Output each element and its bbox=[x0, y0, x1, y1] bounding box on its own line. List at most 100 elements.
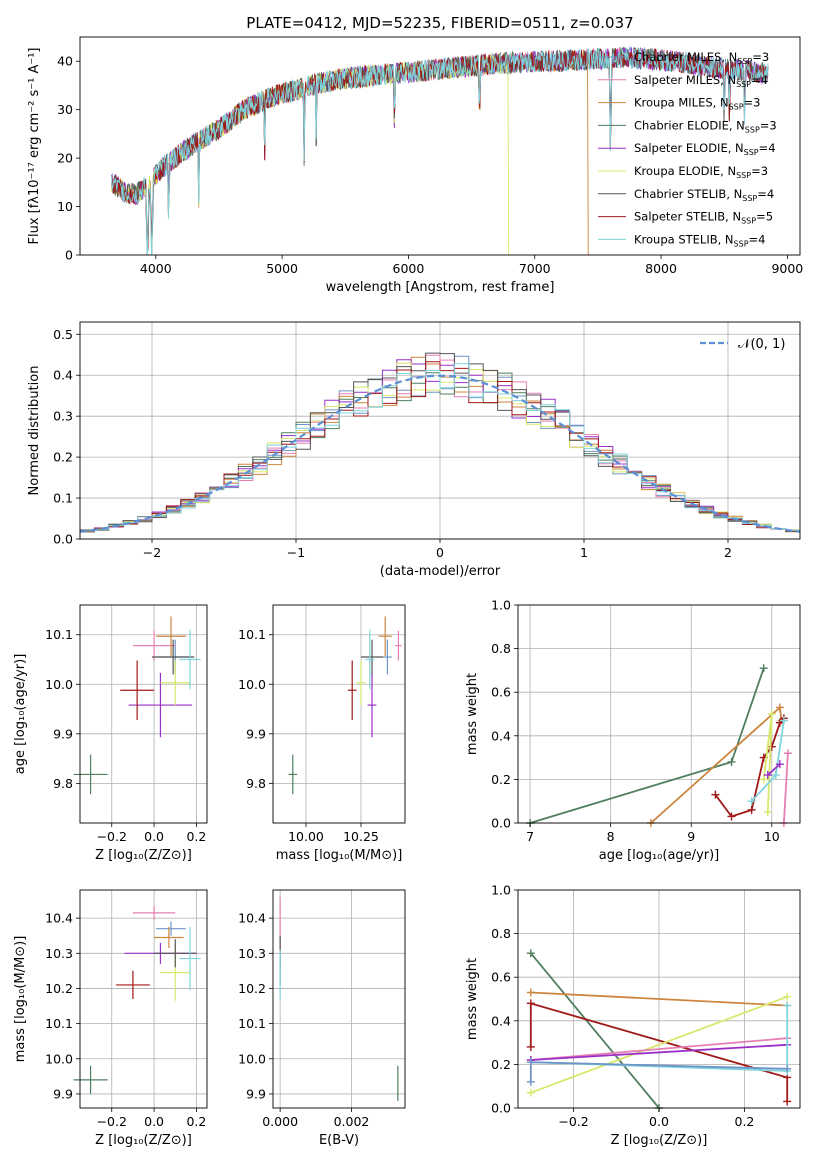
x-tick-label: 1 bbox=[580, 545, 588, 560]
weight-line-kroupa-miles bbox=[530, 991, 788, 1007]
legend-n: =4 bbox=[757, 187, 774, 201]
spectrum-legend: Chabrier MILES, NSSP=3 Salpeter MILES, NS… bbox=[598, 50, 777, 248]
legend-n: =3 bbox=[744, 96, 761, 110]
y-tick-label: 0.8 bbox=[491, 641, 511, 656]
legend-label: Salpeter ELODIE, NSSP=4 bbox=[634, 141, 776, 157]
gaussian-legend-label: 𝒩(0, 1) bbox=[738, 337, 785, 352]
weight-marker-chabrier-miles bbox=[526, 1077, 535, 1086]
weight-marker-salpeter-stelib bbox=[775, 718, 784, 727]
legend-subscript: SSP bbox=[736, 80, 751, 89]
legend-subscript: SSP bbox=[741, 217, 756, 226]
legend-n: =4 bbox=[751, 73, 768, 87]
x-tick-label: −0.2 bbox=[97, 829, 127, 844]
x-axis-label: (data-model)/error bbox=[380, 564, 501, 579]
legend-n: =3 bbox=[760, 118, 777, 132]
y-axis-label: Flux [fλ10⁻¹⁷ erg cm⁻² s⁻¹ A⁻¹] bbox=[27, 48, 42, 245]
x-tick-label: 10.25 bbox=[343, 829, 379, 844]
plot-area-age-vs-Z bbox=[73, 616, 201, 795]
x-tick-label: 10.00 bbox=[288, 829, 324, 844]
axes-frame bbox=[517, 604, 801, 824]
plot-area-mass-weight-vs-Z bbox=[526, 949, 792, 1112]
axes-mass-vs-Z: −0.2 0.0 0.2 9.9 10.0 10.1 10.2 10.3 10.4 Z [log₁… bbox=[13, 889, 208, 1148]
y-tick-label: 10.2 bbox=[238, 981, 266, 996]
weight-line-salpeter-miles bbox=[530, 1037, 788, 1061]
y-tick-label: 0.1 bbox=[53, 491, 73, 506]
legend-n: =4 bbox=[749, 232, 766, 246]
weight-marker-chabrier-miles bbox=[526, 1058, 535, 1067]
legend-subscript: SSP bbox=[745, 125, 760, 134]
y-tick-label: 0.0 bbox=[491, 816, 511, 831]
y-tick-label: 10.1 bbox=[45, 627, 73, 642]
y-tick-label: 20 bbox=[57, 151, 73, 166]
x-tick-label: 9000 bbox=[771, 261, 803, 276]
x-axis-label: Z [log₁₀(Z/Z⊙)] bbox=[95, 1133, 192, 1148]
x-tick-label: 2 bbox=[724, 545, 732, 560]
weight-marker-kroupa-elodie bbox=[783, 992, 792, 1001]
y-tick-label: 10.1 bbox=[45, 1016, 73, 1031]
y-tick-label: 0.2 bbox=[53, 450, 73, 465]
weight-marker-salpeter-elodie bbox=[763, 771, 772, 780]
y-tick-label: 0.3 bbox=[53, 409, 73, 424]
y-tick-label: 10.1 bbox=[238, 1016, 266, 1031]
weight-line-salpeter-elodie bbox=[767, 763, 781, 776]
axes-frame bbox=[79, 36, 801, 256]
legend-n: =3 bbox=[752, 50, 769, 64]
x-tick-label: 4000 bbox=[140, 261, 172, 276]
y-tick-label: 10.3 bbox=[45, 946, 73, 961]
y-tick-label: 10.1 bbox=[238, 627, 266, 642]
weight-line-salpeter-elodie bbox=[530, 1043, 788, 1061]
x-axis-label: Z [log₁₀(Z/Z⊙)] bbox=[611, 1133, 708, 1148]
legend-n: =3 bbox=[751, 164, 768, 178]
y-tick-label: 0.0 bbox=[53, 532, 73, 547]
axes-frame bbox=[272, 889, 406, 1109]
x-tick-label: 0.2 bbox=[186, 829, 206, 844]
charts-layer: 4000 5000 6000 7000 8000 9000010203040wavelen… bbox=[13, 36, 803, 1148]
y-tick-label: 10.4 bbox=[238, 911, 266, 926]
weight-line-salpeter-miles bbox=[783, 753, 789, 824]
y-tick-label: 10.0 bbox=[45, 677, 73, 692]
plot-area-residuals bbox=[79, 352, 801, 533]
plot-area-mass-vs-Z bbox=[73, 905, 201, 1094]
axes-frame bbox=[79, 604, 208, 824]
y-tick-label: 9.8 bbox=[53, 776, 73, 791]
axes-age-vs-Z: −0.2 0.0 0.2 9.8 9.9 10.0 10.1 Z [log₁₀(Z/Z⊙)] a… bbox=[13, 604, 208, 863]
figure-title: PLATE=0412, MJD=52235, FIBERID=0511, z=0… bbox=[246, 14, 633, 32]
weight-marker-chabrier-miles bbox=[783, 1064, 792, 1073]
y-tick-label: 0.4 bbox=[491, 1013, 511, 1028]
x-axis-label: wavelength [Angstrom, rest frame] bbox=[326, 280, 555, 295]
weight-marker-salpeter-stelib bbox=[727, 812, 736, 821]
y-tick-label: 10.0 bbox=[238, 1051, 266, 1066]
weight-marker-salpeter-elodie bbox=[775, 760, 784, 769]
x-tick-label: 8 bbox=[607, 829, 615, 844]
axes-frame bbox=[79, 321, 801, 540]
legend-subscript: SSP bbox=[742, 194, 757, 203]
gaussian-curve bbox=[79, 374, 801, 533]
y-tick-label: 40 bbox=[57, 54, 73, 69]
axes-age-vs-mass: 10.00 10.25 9.8 9.9 10.0 10.1 mass [log₁₀(M/M⊙… bbox=[238, 604, 406, 863]
x-tick-label: 0.0 bbox=[144, 829, 164, 844]
weight-marker-kroupa-stelib bbox=[779, 716, 788, 725]
legend-label: Chabrier ELODIE, NSSP=3 bbox=[634, 118, 777, 134]
y-tick-label: 9.9 bbox=[53, 726, 73, 741]
weight-marker-salpeter-stelib bbox=[526, 999, 535, 1008]
y-tick-label: 10.0 bbox=[45, 1051, 73, 1066]
y-tick-label: 1.0 bbox=[491, 883, 511, 898]
legend-label: Salpeter STELIB, NSSP=5 bbox=[634, 210, 773, 226]
histogram-salpeter-stelib bbox=[80, 361, 800, 533]
axes-frame bbox=[272, 604, 406, 824]
legend-label: Kroupa STELIB, NSSP=4 bbox=[634, 232, 765, 248]
weight-marker-kroupa-elodie bbox=[767, 710, 776, 718]
y-tick-label: 0 bbox=[65, 248, 73, 263]
y-axis-label: mass weight bbox=[465, 958, 480, 1040]
spectrum-series-kroupa-stelib bbox=[111, 47, 769, 255]
x-tick-label: 0.002 bbox=[334, 1114, 370, 1129]
x-tick-label: 9 bbox=[687, 829, 695, 844]
y-tick-label: 10.0 bbox=[238, 677, 266, 692]
x-tick-label: 7 bbox=[526, 829, 534, 844]
legend-label: Kroupa ELODIE, NSSP=3 bbox=[634, 164, 768, 180]
weight-marker-chabrier-elodie bbox=[727, 757, 736, 766]
x-tick-label: 0.2 bbox=[186, 1114, 206, 1129]
y-tick-label: 30 bbox=[57, 102, 73, 117]
x-tick-label: 8000 bbox=[645, 261, 677, 276]
